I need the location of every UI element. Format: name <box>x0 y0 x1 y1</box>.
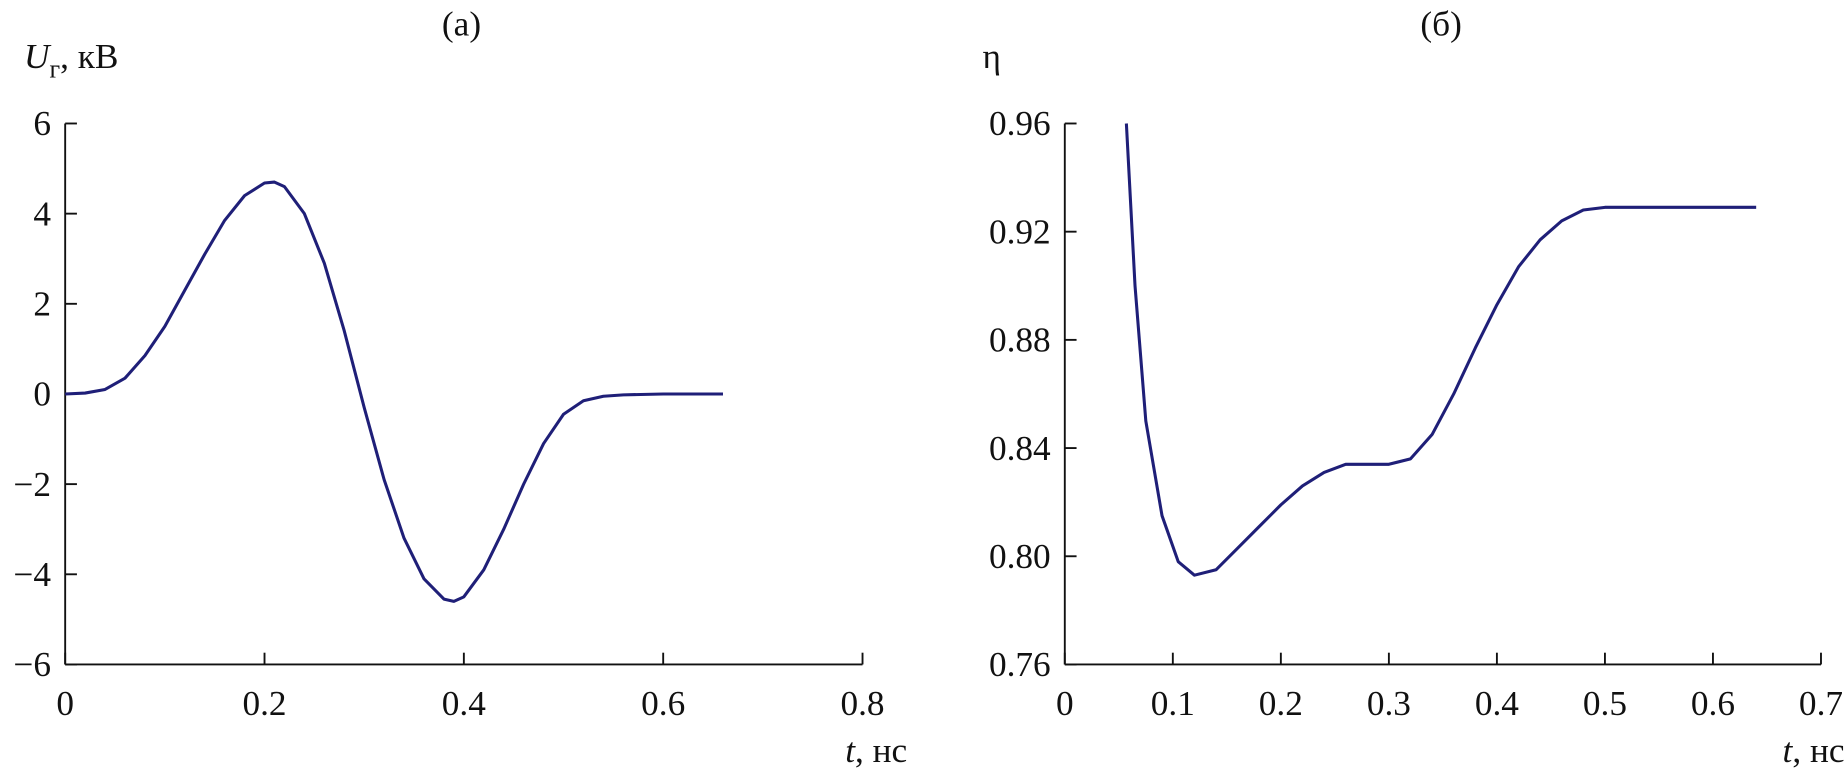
x-tick-label: 0.2 <box>242 684 286 723</box>
y-tick-label: −4 <box>14 555 52 594</box>
x-tick-label: 0.6 <box>1691 684 1735 723</box>
y-tick-label: −2 <box>14 465 52 504</box>
y-tick-label: 0.76 <box>989 645 1051 684</box>
y-label-unit: , кВ <box>60 37 118 76</box>
y-tick-label: 0.88 <box>989 321 1051 360</box>
panel-title: (б) <box>1420 4 1461 43</box>
x-tick-label: 0.8 <box>840 684 884 723</box>
y-tick-label: −6 <box>14 645 52 684</box>
x-tick-label: 0.5 <box>1583 684 1627 723</box>
y-axis-label: Uг, кВ <box>24 37 118 83</box>
x-label-symbol: t <box>1783 731 1794 770</box>
x-tick-label: 0.4 <box>1475 684 1519 723</box>
data-line <box>65 180 723 603</box>
x-label-symbol: t <box>845 731 856 770</box>
x-axis-label: t, нс <box>845 731 907 770</box>
x-tick-label: 0.3 <box>1367 684 1411 723</box>
x-tick-label: 0.2 <box>1259 684 1303 723</box>
y-tick-label: 0.84 <box>989 429 1051 468</box>
x-label-unit: , нс <box>855 731 907 770</box>
x-tick-label: 0.6 <box>641 684 685 723</box>
y-tick-label: 6 <box>33 104 51 143</box>
x-tick-label: 0.1 <box>1151 684 1195 723</box>
x-tick-label: 0.4 <box>442 684 486 723</box>
data-line <box>1124 123 1757 577</box>
x-label-unit: , нс <box>1792 731 1844 770</box>
x-tick-label: 0 <box>1056 684 1074 723</box>
y-axis-label: η <box>982 37 1000 76</box>
y-tick-label: 4 <box>33 194 51 233</box>
y-tick-label: 0 <box>33 375 51 414</box>
y-label-symbol: U <box>24 37 52 76</box>
y-tick-label: 0.80 <box>989 537 1051 576</box>
y-tick-label: 0.96 <box>989 104 1051 143</box>
x-tick-label: 0.7 <box>1799 684 1843 723</box>
x-tick-label: 0 <box>56 684 74 723</box>
y-tick-label: 0.92 <box>989 212 1051 251</box>
x-axis-label: t, нс <box>1783 731 1845 770</box>
y-label-symbol: η <box>982 37 1000 76</box>
panel-title: (а) <box>442 4 481 43</box>
y-tick-label: 2 <box>33 285 51 324</box>
y-label-subscript: г <box>49 55 60 84</box>
